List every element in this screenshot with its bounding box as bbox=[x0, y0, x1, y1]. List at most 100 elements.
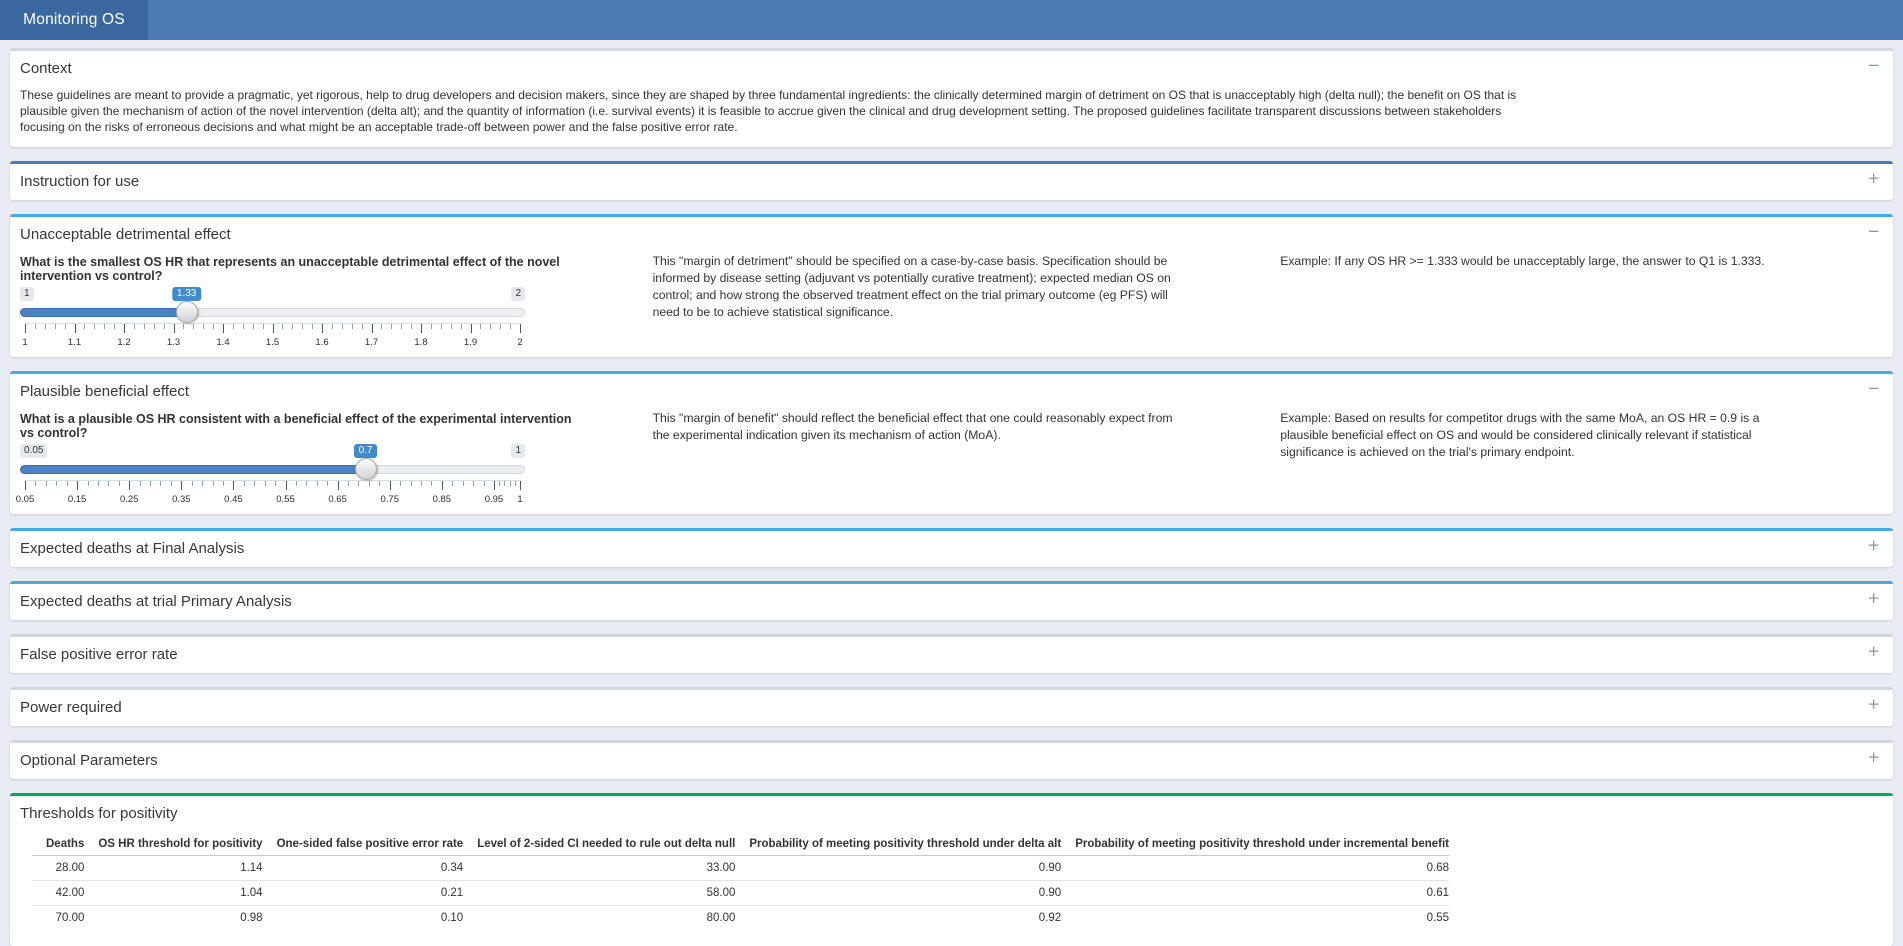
slider-minor-tick bbox=[514, 481, 516, 486]
expand-icon[interactable]: + bbox=[1867, 169, 1880, 187]
slider-minor-tick bbox=[510, 324, 512, 329]
collapse-icon[interactable]: − bbox=[1867, 222, 1880, 240]
table-header-cell: Deaths bbox=[32, 834, 85, 856]
expand-icon[interactable]: + bbox=[1867, 642, 1880, 660]
slider-tick-label: 0.55 bbox=[276, 494, 295, 505]
collapse-icon[interactable]: − bbox=[1867, 379, 1880, 397]
slider-minor-tick bbox=[252, 324, 254, 329]
slider-minor-tick bbox=[170, 481, 172, 486]
slider-minor-tick bbox=[212, 481, 214, 486]
panel-fp-rate-header[interactable]: False positive error rate bbox=[10, 637, 1893, 673]
slider-minor-tick bbox=[150, 481, 152, 486]
slider-minor-tick bbox=[203, 324, 205, 329]
os-hr-benefit-slider[interactable]: 0.05 1 0.7 0.05 0.15 0.25 0.35 0.45 0.55 0.65 0.75… bbox=[16, 444, 525, 510]
table-cell: 0.10 bbox=[440, 912, 464, 924]
panel-instruction-header[interactable]: Instruction for use bbox=[10, 164, 1893, 200]
main-content: Context − These guidelines are meant to … bbox=[0, 40, 1903, 946]
slider-minor-tick bbox=[473, 481, 475, 486]
slider-handle[interactable] bbox=[175, 301, 198, 323]
panel-detriment-header[interactable]: Unacceptable detrimental effect bbox=[10, 217, 1893, 253]
slider-minor-tick bbox=[275, 481, 277, 486]
slider-tick-label: 0.65 bbox=[328, 494, 347, 505]
slider-major-tick bbox=[493, 481, 495, 490]
slider-minor-tick bbox=[351, 324, 353, 329]
expand-icon[interactable]: + bbox=[1867, 536, 1880, 554]
slider-minor-tick bbox=[348, 481, 350, 486]
table-row: 28.00 1.14 0.34 33.00 0.90 0.68 bbox=[32, 855, 1449, 881]
benefit-note-text: This "margin of benefit" should reflect … bbox=[652, 411, 1173, 442]
slider-minor-tick bbox=[480, 324, 482, 329]
slider-major-tick bbox=[272, 324, 274, 333]
slider-grid: 0.05 0.15 0.25 0.35 0.45 0.55 0.65 0.75 0.85 0.95… bbox=[16, 480, 523, 508]
slider-minor-tick bbox=[153, 324, 155, 329]
slider-min-label: 1 bbox=[20, 287, 34, 301]
thresholds-table: Deaths OS HR threshold for positivity One-… bbox=[32, 834, 1449, 930]
slider-tick-label: 0.45 bbox=[224, 494, 243, 505]
slider-minor-tick bbox=[232, 324, 234, 329]
expand-icon[interactable]: + bbox=[1867, 748, 1880, 766]
slider-question-label: What is a plausible OS HR consistent wit… bbox=[20, 412, 572, 440]
slider-minor-tick bbox=[331, 324, 333, 329]
slider-minor-tick bbox=[295, 481, 297, 486]
table-cell: 0.61 bbox=[1061, 880, 1449, 906]
panel-deaths-final: Expected deaths at Final Analysis + bbox=[10, 528, 1893, 567]
slider-tick-label: 0.95 bbox=[484, 494, 504, 505]
panel-title: Thresholds for positivity bbox=[20, 805, 178, 822]
slider-minor-tick bbox=[499, 481, 501, 486]
panel-optional: Optional Parameters + bbox=[10, 740, 1893, 779]
panel-context: Context − These guidelines are meant to … bbox=[10, 48, 1893, 147]
slider-minor-tick bbox=[500, 324, 502, 329]
panel-power-header[interactable]: Power required bbox=[10, 690, 1893, 726]
note-column: This "margin of detriment" should be spe… bbox=[638, 253, 1266, 321]
slider-tick-label: 1.8 bbox=[414, 337, 428, 348]
slider-major-tick bbox=[371, 324, 373, 333]
slider-min-label: 0.05 bbox=[20, 444, 48, 458]
panel-title: False positive error rate bbox=[20, 646, 178, 663]
slider-minor-tick bbox=[341, 324, 343, 329]
slider-max-label: 1 bbox=[511, 444, 525, 458]
slider-minor-tick bbox=[243, 481, 245, 486]
example-column: Example: Based on results for competitor… bbox=[1265, 410, 1893, 461]
slider-column: What is a plausible OS HR consistent wit… bbox=[10, 410, 638, 510]
panel-benefit-header[interactable]: Plausible beneficial effect bbox=[10, 374, 1893, 410]
table-cell: 33.00 bbox=[463, 855, 736, 881]
slider-major-tick bbox=[124, 324, 125, 333]
slider-minor-tick bbox=[368, 481, 370, 486]
slider-minor-tick bbox=[400, 481, 402, 486]
slider-minor-tick bbox=[327, 481, 329, 486]
panel-context-header[interactable]: Context bbox=[10, 51, 1893, 87]
slider-tick-label: 1.4 bbox=[216, 337, 230, 348]
panel-deaths-final-header[interactable]: Expected deaths at Final Analysis bbox=[10, 531, 1893, 567]
panel-title: Plausible beneficial effect bbox=[20, 383, 189, 400]
panel-title: Instruction for use bbox=[20, 173, 140, 190]
os-hr-detriment-slider[interactable]: 1 2 1.33 1 1.1 1.2 1.3 1.4 1.5 1.6 1.7 1.8 1.9 2 bbox=[20, 287, 525, 353]
slider-major-tick bbox=[233, 481, 235, 490]
slider-major-tick bbox=[74, 324, 76, 333]
slider-minor-tick bbox=[262, 324, 264, 329]
panel-optional-header[interactable]: Optional Parameters bbox=[10, 743, 1893, 779]
tab-monitoring-os[interactable]: Monitoring OS bbox=[0, 0, 148, 40]
expand-icon[interactable]: + bbox=[1867, 695, 1880, 713]
table-cell: 80.00 bbox=[706, 912, 736, 924]
slider-minor-tick bbox=[118, 481, 120, 486]
slider-minor-tick bbox=[35, 481, 37, 486]
table-cell: 0.90 bbox=[735, 880, 1062, 906]
panel-deaths-primary-header[interactable]: Expected deaths at trial Primary Analysi… bbox=[10, 584, 1893, 620]
slider-tick-label: 1.9 bbox=[463, 337, 478, 348]
panel-instruction: Instruction for use + bbox=[10, 161, 1893, 200]
table-row: 70.00 0.98 0.10 80.00 0.92 0.55 bbox=[32, 906, 1449, 931]
slider-handle[interactable] bbox=[354, 458, 377, 480]
slider-minor-tick bbox=[193, 324, 195, 329]
table-cell: 0.98 bbox=[240, 912, 263, 924]
slider-minor-tick bbox=[223, 481, 224, 486]
table-cell: 0.90 bbox=[735, 855, 1062, 881]
slider-major-tick bbox=[173, 324, 175, 333]
slider-major-tick bbox=[470, 324, 472, 333]
expand-icon[interactable]: + bbox=[1867, 589, 1880, 607]
panel-thresholds-header[interactable]: Thresholds for positivity bbox=[10, 796, 1893, 832]
context-paragraph: These guidelines are meant to provide a … bbox=[20, 88, 1517, 134]
panel-power: Power required + bbox=[10, 687, 1893, 726]
navbar: Monitoring OS bbox=[0, 0, 1903, 40]
collapse-icon[interactable]: − bbox=[1867, 56, 1880, 74]
slider-minor-tick bbox=[44, 324, 46, 329]
